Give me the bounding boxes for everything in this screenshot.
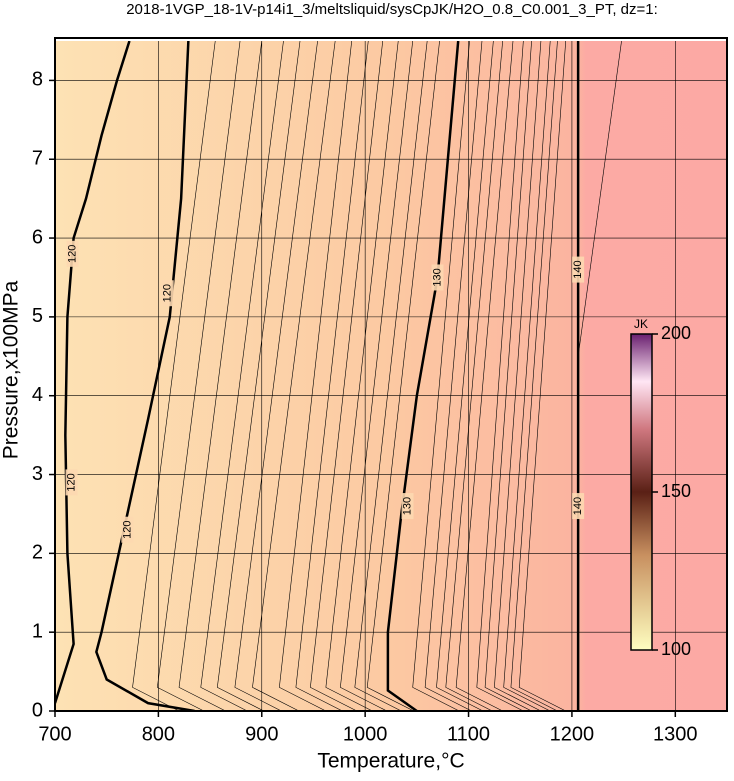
minor-contour <box>310 41 384 711</box>
contour-label: 120 <box>121 521 133 539</box>
x-tick-label: 1200 <box>550 723 595 745</box>
contour-label: 120 <box>162 284 174 302</box>
x-axis-label: Temperature,°C <box>317 750 464 773</box>
contour-label-bg <box>572 256 585 283</box>
minor-contour <box>445 41 503 711</box>
minor-contour <box>340 41 414 711</box>
minor-contour <box>325 41 399 711</box>
minor-contour <box>366 41 440 711</box>
minor-contour <box>484 41 532 711</box>
y-tick-label: 6 <box>32 226 43 248</box>
minor-contour <box>518 41 567 711</box>
y-tick-label: 0 <box>32 699 43 721</box>
contour-label: 140 <box>572 260 584 278</box>
x-tick-label: 1100 <box>447 723 490 745</box>
x-tick-label: 1300 <box>653 723 698 745</box>
y-tick-label: 5 <box>32 305 43 327</box>
contour-label-bg <box>431 264 444 291</box>
contour-label-bg <box>65 469 78 496</box>
contour <box>95 41 195 711</box>
y-tick-label: 7 <box>32 148 43 170</box>
x-tick-label: 700 <box>38 723 71 745</box>
y-tick-label: 4 <box>32 384 43 406</box>
contour-label-bg <box>401 493 414 520</box>
minor-contour <box>216 41 301 711</box>
minor-contour <box>234 41 318 711</box>
minor-contour <box>132 41 216 711</box>
minor-contour <box>436 41 494 711</box>
minor-contour <box>455 41 514 711</box>
minor-contour <box>178 41 263 711</box>
contour-label-bg <box>121 516 134 543</box>
minor-contour <box>494 41 542 711</box>
plot-area: 120 120 120 120 130 130 140 140 <box>55 41 727 711</box>
y-tick-label: 3 <box>32 463 43 485</box>
contour-label: 140 <box>572 497 584 515</box>
minor-contour <box>577 41 622 357</box>
x-tick-label: 900 <box>245 723 278 745</box>
minor-contour <box>476 41 524 711</box>
contour-label-bg <box>161 280 174 307</box>
minor-contour <box>510 41 558 711</box>
minor-contour <box>295 41 369 711</box>
minor-contour <box>412 41 470 711</box>
x-tick-label: 800 <box>142 723 175 745</box>
plot-frame <box>54 37 728 712</box>
chart-title: 2018-1VGP_18-1V-p14i1_3/meltsliquid/sysC… <box>126 1 658 18</box>
y-tick-label: 1 <box>32 620 43 642</box>
colorbar-label: JK <box>634 317 648 331</box>
contour-label: 120 <box>65 473 77 491</box>
minor-contour <box>200 41 284 711</box>
y-axis-label: Pressure,x100MPa <box>0 280 23 459</box>
colorbar-tick-label: 150 <box>661 481 691 501</box>
contour <box>55 41 131 704</box>
minor-contour <box>252 41 336 711</box>
y-tick-label: 8 <box>32 69 43 91</box>
minor-contour <box>354 41 428 711</box>
colorbar <box>630 333 653 651</box>
minor-contour <box>279 41 353 711</box>
minor-contour <box>157 41 241 711</box>
contour-label: 130 <box>401 497 413 515</box>
colorbar-tick-label: 100 <box>661 639 691 659</box>
minor-contour <box>503 41 551 711</box>
colorbar-tick-label: 200 <box>661 323 691 343</box>
contour-label-bg <box>66 240 79 267</box>
contour-label-bg <box>572 493 585 520</box>
contour-label: 130 <box>431 268 443 286</box>
x-tick-label: 1000 <box>343 723 388 745</box>
contour-label: 120 <box>66 245 78 263</box>
minor-contour <box>424 41 483 711</box>
y-tick-label: 2 <box>32 542 43 564</box>
